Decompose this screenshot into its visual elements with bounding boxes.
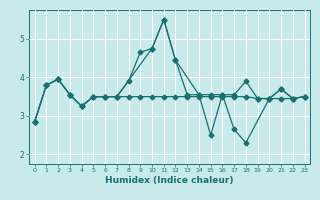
X-axis label: Humidex (Indice chaleur): Humidex (Indice chaleur) xyxy=(105,176,234,185)
